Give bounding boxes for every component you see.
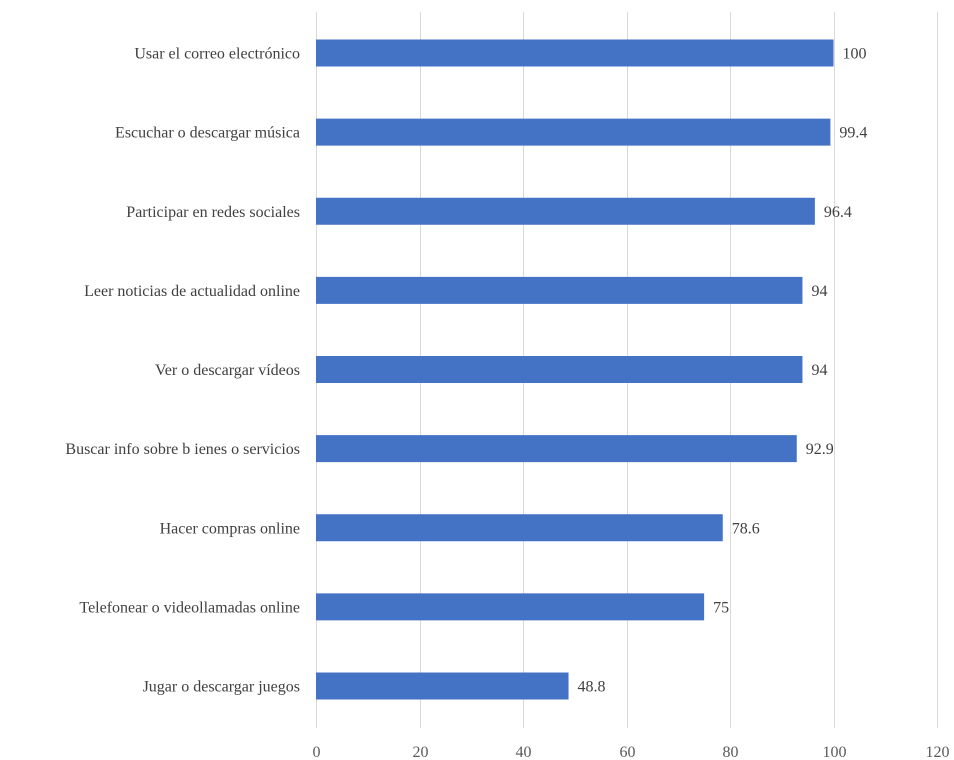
bar [316, 356, 803, 383]
x-tick-label: 80 [723, 744, 739, 760]
x-axis-ticks: 0 20 40 60 80 100 120 [313, 744, 950, 760]
bar [316, 276, 803, 304]
x-tick-label: 100 [823, 744, 847, 760]
category-label: Participar en redes sociales [126, 204, 300, 221]
category-label: Telefonear o videollamadas online [79, 599, 300, 616]
value-labels: 100 99.4 96.4 94 94 92.9 78.6 75 48.8 [578, 46, 868, 696]
data-label: 48.8 [578, 679, 606, 696]
x-tick-label: 0 [313, 744, 321, 760]
bars [316, 39, 834, 700]
data-label: 100 [843, 46, 867, 63]
data-label: 94 [811, 362, 827, 379]
bar [316, 514, 723, 542]
data-label: 96.4 [824, 204, 852, 221]
x-tick-label: 120 [926, 744, 950, 760]
data-label: 92.9 [806, 441, 834, 458]
bar [316, 593, 705, 621]
category-label: Hacer compras online [160, 520, 300, 537]
bar [316, 672, 569, 700]
bar [316, 118, 831, 146]
category-label: Jugar o descargar juegos [143, 679, 300, 696]
data-label: 99.4 [839, 125, 867, 142]
data-label: 75 [713, 599, 729, 616]
x-tick-label: 20 [413, 744, 429, 760]
x-tick-label: 40 [516, 744, 532, 760]
data-label: 78.6 [732, 520, 760, 537]
category-label: Usar el correo electrónico [134, 46, 300, 63]
bar [316, 435, 797, 463]
bar [316, 39, 834, 67]
category-label: Buscar info sobre b ienes o servicios [65, 441, 300, 458]
bar [316, 197, 815, 225]
category-label: Escuchar o descargar música [115, 125, 300, 142]
data-label: 94 [811, 283, 827, 300]
category-label: Leer noticias de actualidad online [84, 283, 300, 300]
category-labels: Usar el correo electrónico Escuchar o des… [65, 46, 300, 696]
category-label: Ver o descargar vídeos [155, 362, 300, 379]
x-tick-label: 60 [620, 744, 636, 760]
